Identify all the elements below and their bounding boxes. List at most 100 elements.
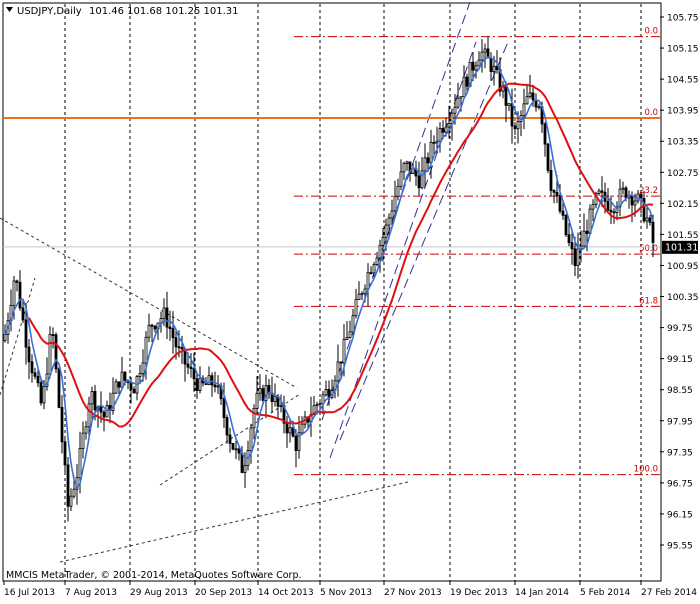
candle-body[interactable] xyxy=(450,112,454,124)
candle-body[interactable] xyxy=(378,244,382,259)
candle-body[interactable] xyxy=(621,187,625,190)
candle-body[interactable] xyxy=(561,210,565,216)
candle-body[interactable] xyxy=(21,307,25,321)
candle-body[interactable] xyxy=(165,307,169,328)
candle-body[interactable] xyxy=(465,76,469,87)
candle-body[interactable] xyxy=(441,127,445,133)
candle-body[interactable] xyxy=(642,198,646,222)
candle-body[interactable] xyxy=(543,123,547,145)
candle-body[interactable] xyxy=(375,257,379,265)
candle-body[interactable] xyxy=(153,325,157,330)
candle-body[interactable] xyxy=(57,368,61,408)
candle-body[interactable] xyxy=(237,448,241,454)
candle-body[interactable] xyxy=(453,106,457,114)
candle-body[interactable] xyxy=(120,371,124,388)
candle-body[interactable] xyxy=(384,224,388,238)
candle-body[interactable] xyxy=(69,495,73,507)
candle-body[interactable] xyxy=(651,221,655,243)
candle-body[interactable] xyxy=(549,169,553,191)
candle-body[interactable] xyxy=(141,362,145,374)
candle-body[interactable] xyxy=(42,385,46,404)
candle-body[interactable] xyxy=(570,242,574,250)
trend-line[interactable] xyxy=(159,393,301,486)
candle-body[interactable] xyxy=(285,422,289,434)
candle-body[interactable] xyxy=(36,375,40,384)
candle-body[interactable] xyxy=(432,141,436,144)
candle-body[interactable] xyxy=(279,405,283,408)
candle-body[interactable] xyxy=(297,432,301,451)
candle-body[interactable] xyxy=(393,195,397,212)
candle-body[interactable] xyxy=(261,388,265,401)
candle-body[interactable] xyxy=(105,405,109,418)
candle-body[interactable] xyxy=(39,382,43,404)
candle-body[interactable] xyxy=(12,280,16,306)
candle-body[interactable] xyxy=(234,448,238,451)
candle-body[interactable] xyxy=(150,324,154,327)
candle-body[interactable] xyxy=(300,423,304,434)
candle-body[interactable] xyxy=(567,234,571,244)
candle-body[interactable] xyxy=(24,319,28,348)
candle-body[interactable] xyxy=(54,334,58,370)
candle-body[interactable] xyxy=(477,59,481,67)
candle-body[interactable] xyxy=(648,217,652,223)
trend-line[interactable] xyxy=(321,1,471,421)
candle-body[interactable] xyxy=(81,432,85,449)
slow-moving-average-line[interactable] xyxy=(28,82,654,428)
candle-body[interactable] xyxy=(405,161,409,164)
candle-body[interactable] xyxy=(198,377,202,391)
candle-body[interactable] xyxy=(351,315,355,333)
candle-body[interactable] xyxy=(138,373,142,377)
candle-body[interactable] xyxy=(264,385,268,401)
candle-body[interactable] xyxy=(420,170,424,189)
candle-body[interactable] xyxy=(123,371,127,381)
candle-body[interactable] xyxy=(510,103,514,127)
candle-body[interactable] xyxy=(291,427,295,437)
candle-body[interactable] xyxy=(147,324,151,338)
candle-body[interactable] xyxy=(423,157,427,172)
candle-body[interactable] xyxy=(357,293,361,301)
candle-body[interactable] xyxy=(171,328,175,339)
candle-body[interactable] xyxy=(552,190,556,193)
candle-body[interactable] xyxy=(597,190,601,194)
candle-body[interactable] xyxy=(348,331,352,338)
candle-body[interactable] xyxy=(396,185,400,197)
candle-body[interactable] xyxy=(555,191,559,197)
candle-body[interactable] xyxy=(630,195,634,206)
candle-body[interactable] xyxy=(288,427,292,434)
candle-body[interactable] xyxy=(231,443,235,450)
candle-body[interactable] xyxy=(372,264,376,274)
candle-body[interactable] xyxy=(516,121,520,130)
candle-body[interactable] xyxy=(318,403,322,406)
symbol-dropdown[interactable]: USDJPY,Daily xyxy=(6,6,82,17)
candle-body[interactable] xyxy=(240,452,244,473)
candle-body[interactable] xyxy=(162,307,166,319)
candle-body[interactable] xyxy=(117,381,121,388)
candle-body[interactable] xyxy=(168,326,172,330)
candle-body[interactable] xyxy=(435,140,439,144)
candle-body[interactable] xyxy=(483,48,487,53)
candle-body[interactable] xyxy=(189,366,193,370)
candle-body[interactable] xyxy=(507,103,511,106)
candle-body[interactable] xyxy=(207,375,211,385)
candle-body[interactable] xyxy=(558,195,562,212)
candle-body[interactable] xyxy=(273,395,277,402)
candle-body[interactable] xyxy=(591,203,595,210)
candle-body[interactable] xyxy=(192,368,196,380)
candle-body[interactable] xyxy=(366,272,370,290)
candle-body[interactable] xyxy=(438,127,442,142)
candle-body[interactable] xyxy=(249,427,253,451)
candle-body[interactable] xyxy=(195,378,199,391)
candle-body[interactable] xyxy=(51,334,55,337)
candle-body[interactable] xyxy=(624,187,628,199)
candle-body[interactable] xyxy=(339,361,343,364)
candle-body[interactable] xyxy=(579,245,583,250)
candle-body[interactable] xyxy=(90,391,94,405)
candle-body[interactable] xyxy=(360,292,364,295)
candle-body[interactable] xyxy=(489,57,493,72)
candle-body[interactable] xyxy=(525,96,529,105)
candle-body[interactable] xyxy=(78,448,82,479)
candle-body[interactable] xyxy=(600,190,604,193)
candle-body[interactable] xyxy=(639,193,643,199)
candle-body[interactable] xyxy=(294,435,298,451)
